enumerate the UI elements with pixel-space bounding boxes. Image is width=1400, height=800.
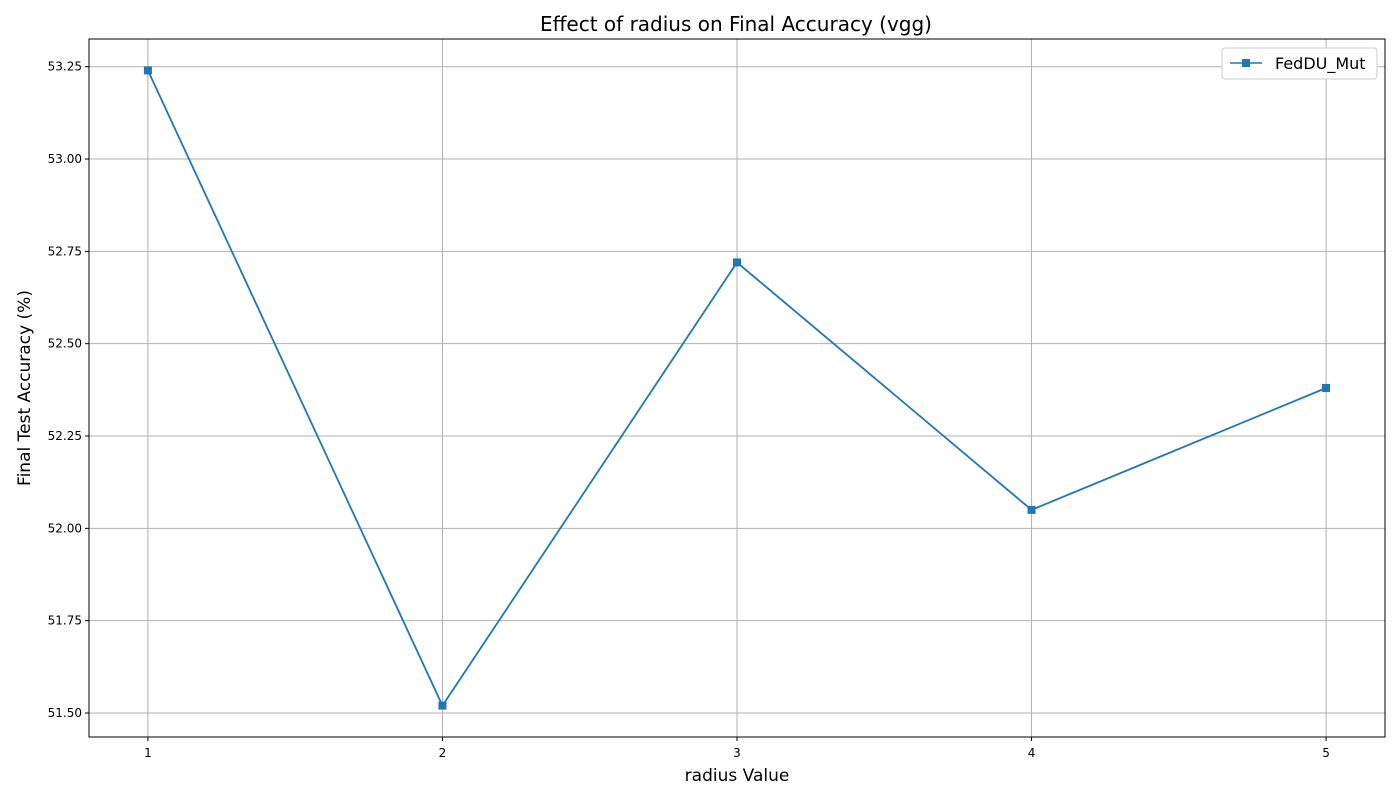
y-tick-label: 52.50 (48, 337, 82, 351)
x-tick-label: 2 (439, 746, 447, 760)
x-axis-label: radius Value (685, 766, 790, 786)
y-tick-label: 52.25 (48, 429, 82, 443)
data-point-marker (1027, 505, 1036, 514)
x-tick-label: 3 (733, 746, 741, 760)
x-tick-label: 5 (1322, 746, 1330, 760)
series-layer (143, 66, 1331, 710)
y-tick-label: 51.75 (48, 614, 82, 628)
ticks: 1 2 3 4 5 51.50 51.75 52.00 52.25 52.50 52.75 53.00… (48, 60, 1330, 760)
y-tick-label: 53.00 (48, 152, 82, 166)
x-tick-label: 1 (144, 746, 152, 760)
data-point-marker (733, 258, 741, 267)
y-tick-label: 52.00 (48, 521, 82, 535)
data-point-marker (143, 66, 152, 75)
legend: FedDU_Mut (1221, 47, 1378, 80)
grid (89, 39, 1385, 737)
data-point-marker (1322, 384, 1331, 392)
legend-label: FedDU_Mut (1275, 54, 1366, 74)
y-axis-label: Final Test Accuracy (%) (15, 290, 35, 486)
data-point-marker (438, 701, 447, 710)
legend-box (1221, 47, 1378, 80)
y-tick-label: 51.50 (48, 706, 82, 720)
chart-title: Effect of radius on Final Accuracy (vgg) (540, 12, 932, 36)
legend-square-marker (1242, 59, 1250, 67)
y-tick-label: 52.75 (48, 244, 82, 258)
y-tick-label: 53.25 (48, 60, 82, 74)
x-tick-label: 4 (1028, 746, 1036, 760)
